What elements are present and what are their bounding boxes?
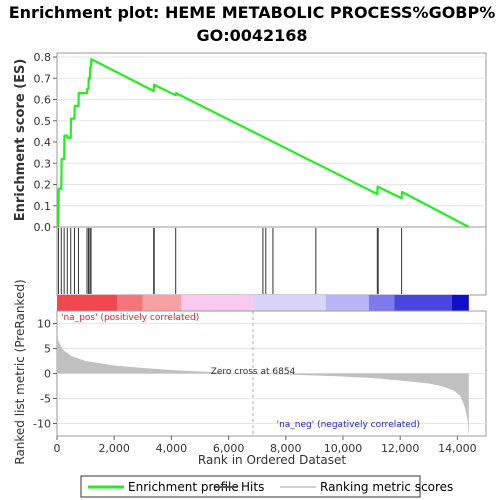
x-tick-label: 0	[54, 442, 61, 455]
es-y-tick-label: 0.7	[34, 72, 52, 85]
heat-bar-segment	[142, 295, 182, 311]
legend-box	[80, 475, 421, 498]
heat-bar-segment	[451, 295, 469, 311]
ranking-heat-bar	[57, 295, 469, 311]
x-tick-label: 10,000	[324, 442, 363, 455]
chart-title-line1: Enrichment plot: HEME METABOLIC PROCESS%…	[9, 3, 496, 22]
x-axis-label: Rank in Ordered Dataset	[198, 453, 346, 467]
metric-x-ticks: 0 2,000 4,000 6,000 8,000 10,000 12,000 14,000	[54, 436, 477, 455]
heat-bar-segment	[368, 295, 395, 311]
metric-y-tick-label: 10	[37, 318, 51, 331]
legend-label: Ranking metric scores	[320, 480, 453, 494]
x-tick-label: 12,000	[381, 442, 420, 455]
x-tick-label: 2,000	[98, 442, 130, 455]
hits-plot-area	[56, 226, 487, 296]
heat-bar-segment	[181, 295, 253, 311]
x-tick-label: 8,000	[270, 442, 302, 455]
pos-correlated-label: 'na_pos' (positively correlated)	[61, 313, 199, 323]
heat-bar-segment	[325, 295, 369, 311]
enrichment-profile-line	[57, 57, 470, 229]
chart-title-line2: GO:0042168	[196, 26, 307, 45]
es-y-tick-label: 0.4	[34, 136, 52, 149]
legend-label: Hits	[241, 480, 264, 494]
heat-bar-segment	[394, 295, 452, 311]
x-tick-label: 4,000	[156, 442, 188, 455]
es-y-tick-label: 0.8	[34, 51, 52, 64]
es-y-tick-label: 0.1	[34, 200, 52, 213]
zero-cross-label: Zero cross at 6854	[211, 367, 296, 377]
neg-correlated-label: 'na_neg' (negatively correlated)	[277, 420, 420, 430]
heat-bar-segment	[57, 295, 118, 311]
legend-label: Enrichment profile	[128, 480, 239, 494]
x-tick-label: 6,000	[213, 442, 245, 455]
es-y-tick-label: 0.3	[34, 157, 52, 170]
metric-y-tick-label: 5	[44, 343, 51, 356]
heat-bar-segment	[117, 295, 143, 311]
metric-y-tick-label: 0	[44, 368, 51, 381]
metric-y-tick-label: -5	[40, 393, 51, 406]
es-y-axis-label: Enrichment score (ES)	[13, 59, 28, 222]
metric-y-axis-label: Ranked list metric (PreRanked)	[13, 279, 27, 464]
es-y-ticks: 0.0 0.1 0.2 0.3 0.4 0.5 0.6 0.7 0.8	[34, 51, 57, 234]
heat-bar-segment	[252, 295, 326, 311]
x-tick-label: 14,000	[438, 442, 477, 455]
hit-marks	[57, 228, 403, 294]
es-y-tick-label: 0.5	[34, 115, 52, 128]
metric-y-ticks: 10 5 0 -5 -10	[33, 318, 57, 431]
es-y-tick-label: 0.0	[34, 221, 52, 234]
legend: Enrichment profile Hits Ranking metric sco…	[88, 480, 453, 494]
es-y-tick-label: 0.2	[34, 179, 52, 192]
metric-y-tick-label: -10	[33, 418, 51, 431]
es-y-tick-label: 0.6	[34, 94, 52, 107]
